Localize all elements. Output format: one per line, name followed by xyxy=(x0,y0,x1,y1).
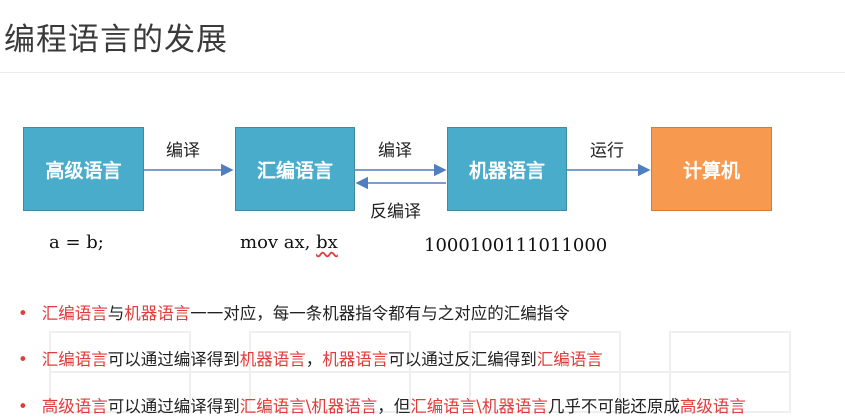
bullet-item-2: • 汇编语言可以通过编译得到机器语言，机器语言可以通过反汇编得到汇编语言 xyxy=(18,346,603,370)
bullet-text-segment: 与 xyxy=(107,304,125,323)
bullet-dot: • xyxy=(18,304,28,323)
highlight-term: 机器语言 xyxy=(124,304,191,323)
code-high-level-example: a = b; xyxy=(49,232,104,253)
code-assembly-register: bx xyxy=(316,232,338,253)
code-assembly-prefix: mov ax, xyxy=(240,232,317,253)
highlight-term: 机器语言 xyxy=(239,350,306,369)
bullet-text-segment: 可以通过编译得到 xyxy=(107,350,240,369)
bullet-text-segment: 可以通过反汇编得到 xyxy=(388,350,537,369)
bullet-text-segment: 几乎不可能还原成 xyxy=(547,397,680,416)
bullet-text-segment: ，但 xyxy=(377,397,411,416)
label-run: 运行 xyxy=(590,141,624,161)
bullet-item-3: • 高级语言可以通过编译得到汇编语言\机器语言，但汇编语言\机器语言几乎不可能还原… xyxy=(18,393,746,417)
highlight-term: 汇编语言 xyxy=(536,350,603,369)
bullet-text-segment: 可以通过编译得到 xyxy=(107,397,240,416)
label-decompile: 反编译 xyxy=(370,202,421,222)
bullet-dot: • xyxy=(18,350,28,369)
bullet-text-1: 汇编语言与机器语言一一对应，每一条机器指令都有与之对应的汇编指令 xyxy=(42,304,570,323)
highlight-term: 高级语言 xyxy=(41,397,108,416)
highlight-term: 汇编语言\机器语言 xyxy=(239,397,378,416)
box-computer: 计算机 xyxy=(651,127,772,211)
label-compile-2: 编译 xyxy=(378,141,412,161)
highlight-term: 汇编语言\机器语言 xyxy=(410,397,548,416)
code-machine-example: 1000100111011000 xyxy=(424,235,608,256)
bullet-dot: • xyxy=(18,397,28,416)
box-high-level-language: 高级语言 xyxy=(23,127,144,211)
highlight-term: 机器语言 xyxy=(322,350,389,369)
title-divider xyxy=(0,72,845,73)
label-compile-1: 编译 xyxy=(166,141,200,161)
bullet-text-segment: 一一对应，每一条机器指令都有与之对应的汇编指令 xyxy=(190,304,570,323)
page-title: 编程语言的发展 xyxy=(4,22,228,58)
bullet-item-1: • 汇编语言与机器语言一一对应，每一条机器指令都有与之对应的汇编指令 xyxy=(18,300,570,324)
highlight-term: 汇编语言 xyxy=(41,304,108,323)
bullet-text-3: 高级语言可以通过编译得到汇编语言\机器语言，但汇编语言\机器语言几乎不可能还原成… xyxy=(42,397,746,416)
highlight-term: 汇编语言 xyxy=(41,350,108,369)
bullet-text-2: 汇编语言可以通过编译得到机器语言，机器语言可以通过反汇编得到汇编语言 xyxy=(42,350,603,369)
code-assembly-example: mov ax, bx xyxy=(240,232,338,253)
highlight-term: 高级语言 xyxy=(679,397,746,416)
bullet-text-segment: ， xyxy=(305,350,323,369)
box-assembly-language: 汇编语言 xyxy=(235,127,355,211)
box-machine-language: 机器语言 xyxy=(447,127,567,211)
